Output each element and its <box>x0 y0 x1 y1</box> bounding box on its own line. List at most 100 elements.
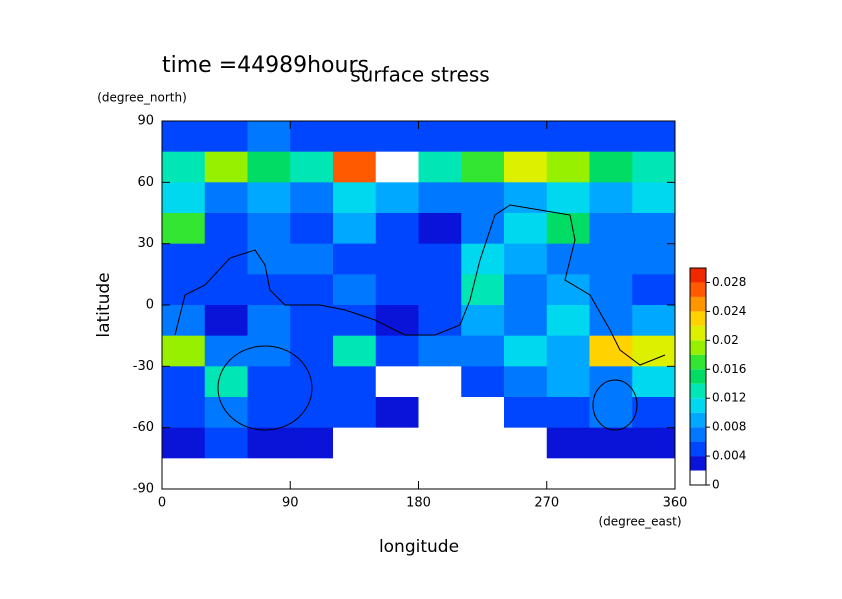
cell <box>375 335 419 367</box>
cell <box>204 427 248 459</box>
cell <box>589 243 633 275</box>
colorbar-band <box>690 441 706 457</box>
cell <box>333 305 377 337</box>
x-tick-label: 270 <box>534 496 559 511</box>
cell <box>546 427 590 459</box>
cell <box>504 243 548 275</box>
cell <box>504 274 548 306</box>
cell <box>290 427 334 459</box>
colorbar-band <box>690 325 706 341</box>
cell <box>290 305 334 337</box>
field <box>162 121 676 490</box>
x-tick-label: 360 <box>663 496 688 511</box>
cell <box>290 397 334 429</box>
cell <box>461 151 505 183</box>
cell <box>247 213 291 245</box>
cell <box>589 182 633 214</box>
cell <box>333 397 377 429</box>
cell <box>632 121 676 153</box>
cell <box>162 182 206 214</box>
cell <box>375 366 419 398</box>
cell <box>204 335 248 367</box>
cell <box>546 274 590 306</box>
cell <box>162 397 206 429</box>
y-tick-label: 60 <box>137 175 154 190</box>
cell <box>632 427 676 459</box>
cell <box>204 458 248 490</box>
cell <box>418 151 462 183</box>
cell <box>375 151 419 183</box>
cell <box>247 121 291 153</box>
cell <box>418 243 462 275</box>
x-tick-label: 90 <box>282 496 299 511</box>
cell <box>461 305 505 337</box>
colorbar-tick-label: 0.008 <box>712 420 746 434</box>
cell <box>504 182 548 214</box>
cell <box>333 274 377 306</box>
cell <box>589 274 633 306</box>
cell <box>204 182 248 214</box>
cell <box>589 427 633 459</box>
cell <box>546 458 590 490</box>
cell <box>290 458 334 490</box>
cell <box>546 182 590 214</box>
cell <box>375 397 419 429</box>
cell <box>247 366 291 398</box>
cell <box>461 274 505 306</box>
cell <box>632 182 676 214</box>
colorbar-tick-label: 0.028 <box>712 275 746 289</box>
coast <box>174 204 666 366</box>
cell <box>162 121 206 153</box>
colorbar-tick-label: 0.016 <box>712 362 746 376</box>
cell <box>247 243 291 275</box>
cell <box>504 458 548 490</box>
cell <box>504 366 548 398</box>
cell <box>333 458 377 490</box>
cell <box>162 305 206 337</box>
y-tick-label: -30 <box>133 359 154 374</box>
y-axis-title: latitude <box>94 272 114 337</box>
cell <box>375 274 419 306</box>
cell <box>290 243 334 275</box>
colorbar-frame <box>689 267 707 486</box>
cell <box>632 274 676 306</box>
cell <box>461 458 505 490</box>
cell <box>162 243 206 275</box>
cell <box>333 335 377 367</box>
cell <box>589 397 633 429</box>
cell <box>632 305 676 337</box>
colorbar-band <box>690 282 706 297</box>
cell <box>290 335 334 367</box>
cell <box>461 427 505 459</box>
cell <box>418 397 462 429</box>
cell <box>333 427 377 459</box>
cell <box>204 213 248 245</box>
cell <box>162 213 206 245</box>
cell <box>375 182 419 214</box>
cell <box>418 366 462 398</box>
cell <box>461 397 505 429</box>
cell <box>247 458 291 490</box>
cell <box>546 151 590 183</box>
colorbar-band <box>690 311 706 326</box>
cell <box>418 121 462 153</box>
coast-ring <box>592 379 638 431</box>
colorbar-band <box>690 354 706 370</box>
cell <box>418 305 462 337</box>
cell <box>204 151 248 183</box>
colorbar-band <box>690 296 706 312</box>
cell <box>204 121 248 153</box>
colorbar-tick-label: 0.012 <box>712 391 746 405</box>
colorbar-tick-label: 0.024 <box>712 304 746 318</box>
cell <box>333 182 377 214</box>
colorbar-tick-label: 0.02 <box>712 333 739 347</box>
cell <box>546 243 590 275</box>
cell <box>333 366 377 398</box>
cell <box>546 397 590 429</box>
coast-ring <box>217 345 313 431</box>
cell <box>546 305 590 337</box>
colorbar-band <box>690 470 706 485</box>
cell <box>418 458 462 490</box>
cell <box>589 366 633 398</box>
cell <box>375 213 419 245</box>
